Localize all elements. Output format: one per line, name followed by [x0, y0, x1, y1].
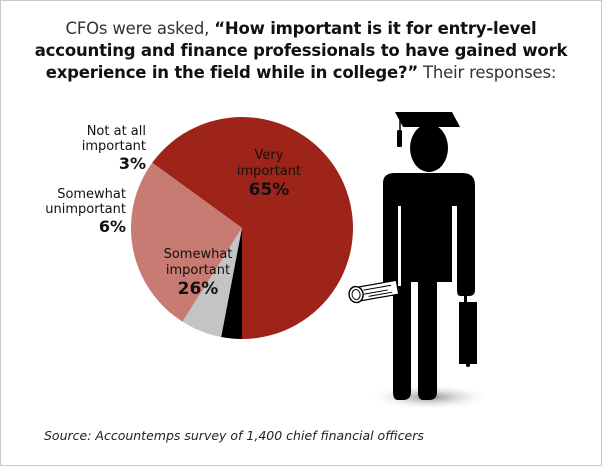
pie-slices: [131, 116, 354, 339]
label-not-at-all-important: Not at all important 3%: [81, 124, 146, 173]
graduate-figure-icon: [348, 112, 492, 410]
source-note: Source: Accountemps survey of 1,400 chie…: [44, 428, 424, 443]
chart-title: CFOs were asked, “How important is it fo…: [34, 19, 568, 82]
slice-somewhat-unimportant: [182, 228, 242, 338]
slice-very-important: [152, 116, 354, 339]
label-very-important: Very important 65%: [236, 148, 302, 200]
slice-somewhat-important: [131, 162, 242, 322]
slice-not-at-all-important: [221, 228, 242, 339]
label-somewhat-unimportant: Somewhat unimportant 6%: [45, 187, 126, 236]
label-somewhat-important: Somewhat important 26%: [163, 247, 233, 299]
survey-question: “How important is it for entry-level acc…: [34, 19, 568, 82]
